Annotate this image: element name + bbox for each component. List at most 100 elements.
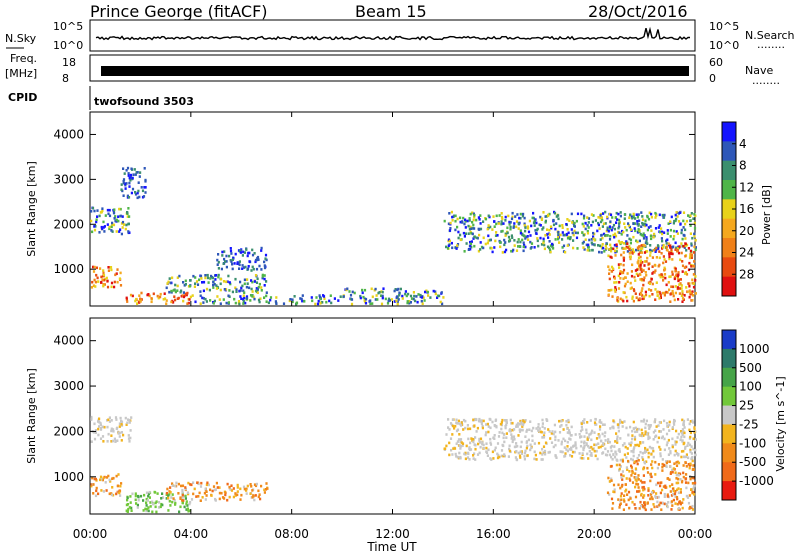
- scatter-cell: [668, 255, 671, 259]
- scatter-cell: [178, 274, 181, 278]
- scatter-cell: [554, 443, 557, 447]
- scatter-cell: [624, 282, 627, 286]
- scatter-cell: [179, 505, 182, 509]
- scatter-cell: [530, 224, 533, 228]
- colorbar-tick-label: 25: [739, 399, 754, 413]
- scatter-cell: [469, 427, 472, 431]
- scatter-cell: [469, 244, 472, 248]
- scatter-cell: [167, 280, 170, 284]
- scatter-cell: [167, 494, 170, 497]
- scatter-cell: [630, 450, 633, 453]
- scatter-cell: [658, 256, 661, 260]
- x-axis-label: Time UT: [366, 540, 417, 554]
- scatter-cell: [688, 437, 691, 440]
- scatter-cell: [494, 239, 497, 243]
- scatter-cell: [376, 298, 379, 301]
- scatter-cell: [637, 478, 640, 481]
- scatter-cell: [683, 435, 686, 439]
- scatter-cell: [212, 485, 216, 488]
- colorbar-segment: [722, 180, 736, 200]
- scatter-cell: [595, 437, 599, 440]
- scatter-cell: [249, 294, 253, 297]
- scatter-cell: [417, 293, 420, 296]
- scatter-cell: [459, 220, 462, 224]
- scatter-cell: [677, 477, 680, 481]
- scatter-cell: [661, 239, 664, 243]
- scatter-cell: [184, 279, 187, 283]
- scatter-cell: [602, 212, 605, 215]
- scatter-cell: [229, 249, 233, 253]
- scatter-cell: [620, 498, 623, 502]
- scatter-cell: [165, 286, 168, 290]
- scatter-cell: [622, 230, 625, 234]
- scatter-cell: [472, 212, 475, 216]
- scatter-cell: [242, 299, 245, 303]
- scatter-cell: [568, 431, 571, 435]
- scatter-cell: [509, 221, 512, 224]
- scatter-cell: [522, 249, 525, 253]
- scatter-cell: [583, 248, 586, 251]
- scatter-cell: [684, 244, 687, 248]
- scatter-cell: [557, 214, 560, 217]
- scatter-cell: [482, 220, 485, 223]
- scatter-cell: [532, 216, 535, 220]
- scatter-cell: [260, 268, 263, 271]
- scatter-cell: [674, 495, 677, 498]
- scatter-cell: [690, 452, 693, 455]
- scatter-cell: [640, 270, 643, 273]
- scatter-cell: [587, 246, 590, 249]
- scatter-cell: [647, 489, 650, 492]
- scatter-cell: [124, 416, 127, 420]
- scatter-cell: [177, 482, 180, 486]
- scatter-cell: [646, 228, 649, 232]
- scatter-cell: [245, 297, 249, 300]
- scatter-cell: [650, 215, 653, 219]
- scatter-cell: [693, 484, 696, 488]
- scatter-cell: [686, 290, 689, 294]
- scatter-cell: [485, 442, 488, 445]
- scatter-cell: [450, 241, 453, 245]
- scatter-cell: [466, 219, 469, 223]
- scatter-cell: [535, 221, 538, 225]
- scatter-cell: [694, 246, 697, 249]
- scatter-cell: [535, 458, 538, 461]
- scatter-cell: [137, 181, 140, 184]
- scatter-cell: [448, 239, 451, 243]
- scatter-cell: [602, 232, 606, 236]
- scatter-cell: [134, 191, 137, 194]
- scatter-cell: [98, 420, 101, 424]
- scatter-cell: [658, 430, 661, 433]
- scatter-cell: [550, 226, 553, 230]
- scatter-cell: [644, 271, 647, 274]
- scatter-cell: [689, 254, 692, 258]
- scatter-cell: [643, 264, 646, 267]
- scatter-cell: [548, 430, 551, 433]
- scatter-cell: [476, 453, 480, 456]
- scatter-cell: [655, 492, 658, 495]
- scatter-cell: [690, 488, 693, 491]
- scatter-cell: [574, 433, 577, 436]
- scatter-cell: [642, 418, 646, 422]
- scatter-cell: [676, 497, 679, 501]
- scatter-cell: [243, 487, 246, 491]
- scatter-cell: [361, 291, 364, 295]
- scatter-cell: [258, 300, 261, 304]
- scatter-cell: [614, 254, 617, 257]
- scatter-cell: [136, 191, 139, 195]
- scatter-cell: [681, 297, 685, 300]
- scatter-cell: [647, 451, 650, 455]
- scatter-cell: [656, 500, 659, 504]
- scatter-cell: [681, 237, 684, 241]
- scatter-cell: [173, 295, 176, 298]
- scatter-cell: [275, 296, 278, 299]
- scatter-cell: [254, 260, 257, 264]
- scatter-cell: [513, 239, 516, 242]
- nsky-trace: [95, 26, 691, 41]
- scatter-cell: [439, 300, 442, 304]
- scatter-cell: [450, 448, 453, 452]
- scatter-cell: [508, 444, 511, 448]
- scatter-cell: [131, 492, 134, 496]
- scatter-cell: [472, 457, 475, 460]
- scatter-cell: [675, 481, 678, 485]
- scatter-cell: [139, 171, 142, 174]
